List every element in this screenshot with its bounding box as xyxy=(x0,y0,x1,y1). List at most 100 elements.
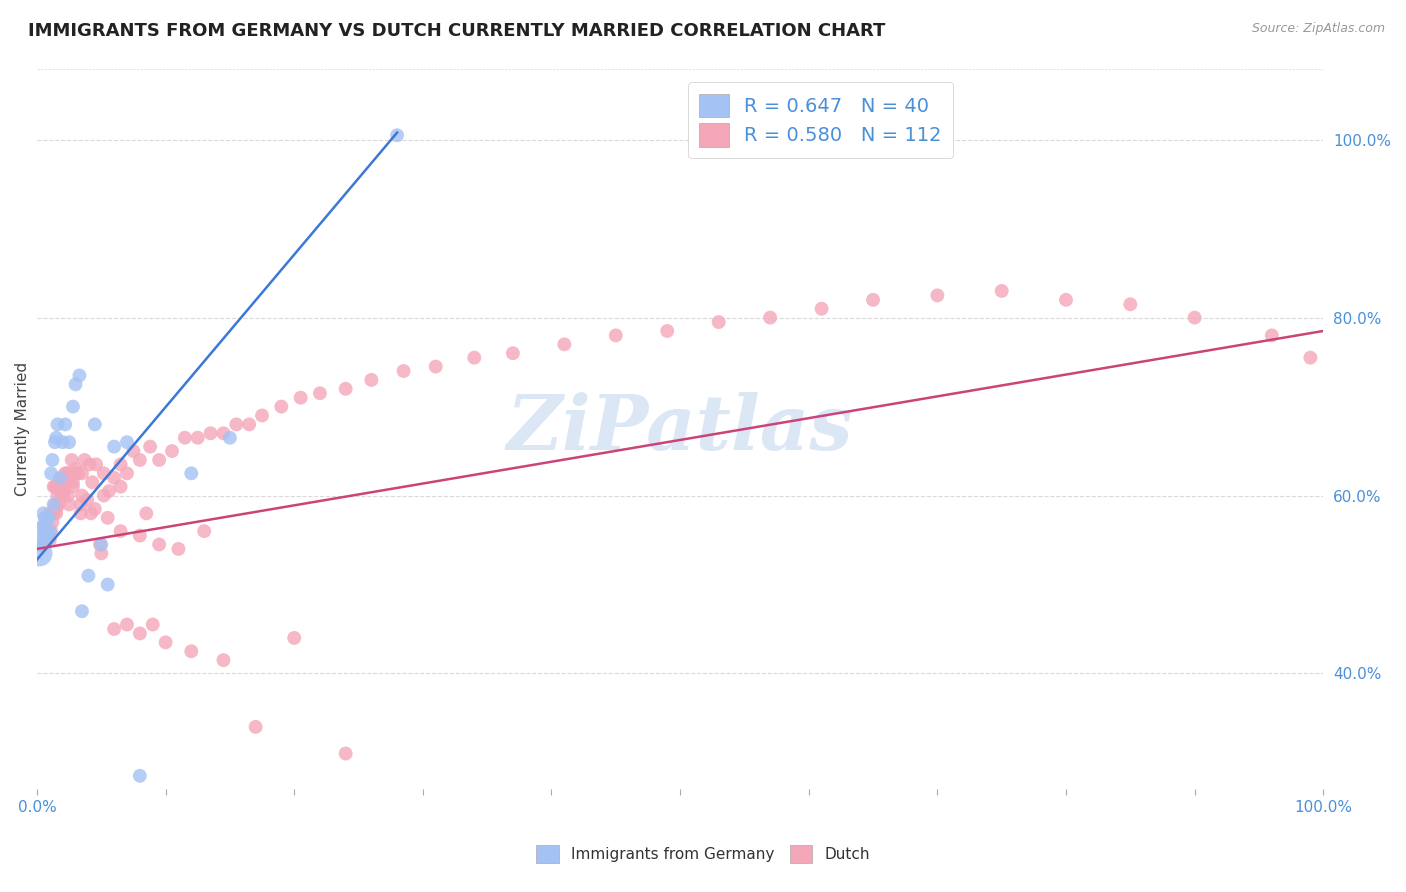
Point xyxy=(70,467,93,481)
Point xyxy=(52,435,75,450)
Point xyxy=(51,489,73,503)
Point xyxy=(55,467,77,481)
Point xyxy=(38,507,60,521)
Point xyxy=(810,301,832,316)
Point xyxy=(32,528,55,542)
Point xyxy=(250,409,273,423)
Point xyxy=(32,537,55,551)
Point xyxy=(30,537,52,551)
Point xyxy=(90,546,112,560)
Point xyxy=(44,435,66,450)
Point xyxy=(110,480,132,494)
Point xyxy=(41,515,63,529)
Point xyxy=(335,382,357,396)
Point xyxy=(31,519,53,533)
Point xyxy=(39,467,62,481)
Point xyxy=(37,519,59,533)
Point xyxy=(32,519,55,533)
Point xyxy=(31,537,53,551)
Point xyxy=(93,467,115,481)
Point xyxy=(862,293,884,307)
Point xyxy=(34,524,56,538)
Point xyxy=(83,417,105,432)
Point xyxy=(657,324,679,338)
Point xyxy=(82,475,104,490)
Point xyxy=(103,440,125,454)
Point xyxy=(93,489,115,503)
Point xyxy=(62,475,84,490)
Point xyxy=(45,502,67,516)
Point xyxy=(1299,351,1322,365)
Point xyxy=(60,453,83,467)
Point xyxy=(128,528,150,542)
Point xyxy=(37,510,59,524)
Point xyxy=(98,484,121,499)
Point xyxy=(605,328,627,343)
Point xyxy=(115,435,138,450)
Point xyxy=(335,747,357,761)
Point xyxy=(76,493,98,508)
Y-axis label: Currently Married: Currently Married xyxy=(15,362,30,496)
Point xyxy=(45,507,67,521)
Point xyxy=(283,631,305,645)
Point xyxy=(927,288,949,302)
Point xyxy=(385,128,408,143)
Point xyxy=(1261,328,1284,343)
Point xyxy=(67,368,90,383)
Point xyxy=(115,617,138,632)
Point xyxy=(103,622,125,636)
Point xyxy=(73,453,96,467)
Point xyxy=(38,533,60,547)
Point xyxy=(759,310,782,325)
Point xyxy=(58,435,80,450)
Point xyxy=(34,528,56,542)
Point xyxy=(128,626,150,640)
Point xyxy=(52,489,75,503)
Point xyxy=(553,337,575,351)
Point xyxy=(42,498,65,512)
Point xyxy=(180,644,202,658)
Point xyxy=(48,475,70,490)
Point xyxy=(160,444,183,458)
Point xyxy=(34,510,56,524)
Point xyxy=(79,458,101,472)
Point xyxy=(46,489,69,503)
Point xyxy=(225,417,247,432)
Point xyxy=(425,359,447,374)
Point xyxy=(44,480,66,494)
Point xyxy=(103,471,125,485)
Point xyxy=(155,635,177,649)
Point xyxy=(38,524,60,538)
Point xyxy=(90,537,112,551)
Point xyxy=(69,507,91,521)
Legend: Immigrants from Germany, Dutch: Immigrants from Germany, Dutch xyxy=(529,837,877,871)
Point xyxy=(65,462,87,476)
Point xyxy=(49,471,72,485)
Point xyxy=(52,480,75,494)
Point xyxy=(48,498,70,512)
Point xyxy=(62,480,84,494)
Point xyxy=(502,346,524,360)
Point xyxy=(122,444,145,458)
Point xyxy=(38,528,60,542)
Point xyxy=(58,498,80,512)
Point xyxy=(219,431,242,445)
Point xyxy=(59,467,82,481)
Point xyxy=(52,484,75,499)
Point xyxy=(38,528,60,542)
Point xyxy=(1119,297,1142,311)
Point xyxy=(55,475,77,490)
Text: Source: ZipAtlas.com: Source: ZipAtlas.com xyxy=(1251,22,1385,36)
Point xyxy=(45,480,67,494)
Point xyxy=(30,537,52,551)
Point xyxy=(65,377,87,392)
Point xyxy=(41,453,63,467)
Point xyxy=(1184,310,1206,325)
Point xyxy=(28,546,51,560)
Point xyxy=(193,524,215,538)
Point xyxy=(167,541,190,556)
Point xyxy=(990,284,1012,298)
Point xyxy=(58,467,80,481)
Point xyxy=(35,515,58,529)
Point xyxy=(42,507,65,521)
